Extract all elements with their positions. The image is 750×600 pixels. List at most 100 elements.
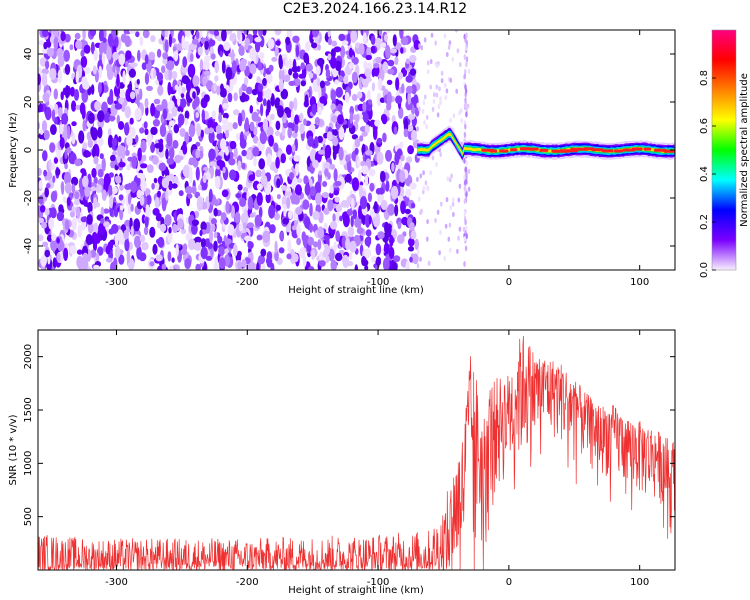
spectrogram-y-label: Frequency (Hz) [8, 112, 19, 188]
spectrogram-noise-cell [69, 210, 76, 218]
spectrogram-y-tick-label: 40 [23, 48, 34, 61]
spectrogram-noise-cell [395, 77, 400, 91]
spectrogram-noise-cell [56, 211, 65, 222]
spectrogram-noise-cell [118, 53, 126, 66]
spectrogram-noise-cell [288, 58, 293, 70]
spectrogram-noise-cell [369, 182, 375, 192]
spectrogram-noise-cell [296, 223, 301, 237]
spectrogram-noise-cell [200, 221, 207, 232]
spectrogram-x-tick-label: 100 [630, 277, 649, 288]
spectrogram-noise-cell [270, 262, 275, 270]
spectrogram-noise-cell [237, 112, 243, 127]
spectrogram-noise-cell [168, 120, 176, 127]
snr-x-tick-label: -100 [367, 577, 390, 588]
spectrogram-noise-cell [156, 72, 164, 82]
spectrogram-noise-cell [410, 202, 416, 209]
spectrogram-noise-cell [426, 219, 429, 225]
spectrogram-noise-cell [185, 30, 191, 38]
spectrogram-noise-cell [124, 183, 132, 190]
spectrogram-noise-cell [199, 229, 203, 237]
spectrogram-noise-cell [319, 96, 327, 104]
spectrogram-noise-cell [425, 114, 429, 120]
spectrogram-noise-cell [311, 103, 317, 115]
spectrogram-noise-cell [248, 261, 256, 270]
spectrogram-noise-cell [334, 196, 340, 203]
spectrogram-noise-cell [90, 41, 95, 55]
spectrogram-noise-cell [110, 261, 118, 270]
spectrogram-noise-cell [152, 119, 160, 127]
spectrogram-noise-cell [107, 241, 114, 250]
spectrogram-noise-cell [329, 163, 336, 170]
spectrogram-noise-cell [280, 153, 286, 164]
spectrogram-noise-cell [336, 210, 340, 223]
spectrogram-noise-cell [363, 112, 369, 123]
spectrogram-noise-cell [444, 223, 448, 229]
spectrogram-noise-cell [251, 111, 259, 122]
spectrogram-noise-cell [159, 138, 164, 145]
colorbar: 0.0 0.2 0.4 0.6 0.8 Normalized spectral ampl… [699, 29, 750, 278]
spectrogram-noise-cell [414, 238, 420, 251]
spectrogram-noise-cell [418, 196, 421, 202]
spectrogram-noise-cell [294, 163, 300, 176]
spectrogram-noise-cell [53, 36, 59, 51]
spectrogram-noise-cell [40, 254, 47, 267]
spectrogram-noise-cell [241, 162, 246, 170]
spectrogram-noise-cell [298, 73, 305, 79]
spectrogram-noise-cell [433, 92, 436, 98]
spectrogram-noise-cell [439, 229, 442, 235]
spectrogram-noise-cell [239, 138, 247, 149]
spectrogram-noise-cell [392, 34, 397, 47]
spectrogram-noise-cell [420, 45, 424, 51]
spectrogram-noise-cell [303, 52, 309, 64]
spectrogram-noise-cell [168, 67, 173, 81]
spectrogram-noise-cell [253, 156, 257, 167]
spectrogram-noise-cell [310, 124, 316, 131]
spectrogram-noise-cell [45, 60, 50, 70]
spectrogram-noise-cell [241, 149, 247, 157]
spectrogram-noise-cell [386, 79, 393, 85]
spectrogram-noise-cell [399, 30, 404, 39]
spectrogram-noise-cell [232, 109, 240, 116]
spectrogram-noise-cell [283, 208, 287, 218]
spectrogram-noise-cell [262, 230, 271, 243]
spectrogram-noise-cell [317, 239, 322, 251]
spectrogram-noise-cell [358, 184, 364, 199]
spectrogram-noise-cell [262, 118, 269, 132]
spectrogram-noise-cell [423, 120, 426, 125]
spectrogram-noise-cell [141, 62, 147, 70]
spectrogram-noise-cell [46, 47, 55, 57]
spectrogram-noise-cell [400, 154, 405, 162]
spectrogram-noise-cell [308, 266, 315, 270]
spectrogram-noise-cell [423, 94, 427, 100]
spectrogram-noise-cell [42, 150, 48, 162]
spectrogram-noise-cell [91, 167, 97, 178]
spectrogram-noise-cell [49, 35, 55, 44]
spectrogram-noise-cell [114, 245, 121, 259]
spectrogram-noise-cell [341, 40, 349, 46]
spectrogram-noise-cell [422, 170, 425, 176]
spectrogram-noise-cell [397, 72, 404, 80]
spectrogram-noise-cell [330, 115, 338, 123]
spectrogram-noise-cell [344, 92, 350, 103]
spectrogram-noise-cell [203, 94, 210, 103]
spectrogram-noise-cell [308, 72, 314, 79]
spectrogram-noise-cell [365, 229, 372, 237]
spectrogram-noise-cell [46, 183, 51, 189]
spectrogram-noise-cell [440, 201, 443, 207]
spectrogram-noise-cell [287, 126, 293, 139]
spectrogram-noise-cell [149, 261, 155, 267]
spectrogram-noise-cell [146, 164, 154, 174]
spectrogram-noise-cell [63, 247, 69, 261]
spectrogram-noise-cell [323, 161, 331, 171]
spectrogram-noise-cell [284, 191, 293, 197]
spectrogram-noise-cell [39, 129, 44, 135]
spectrogram-noise-cell [211, 110, 217, 120]
spectrogram-noise-cell [364, 236, 372, 247]
spectrogram-noise-cell [419, 256, 422, 262]
spectrogram-noise-cell [152, 155, 159, 165]
spectrogram-noise-cell [165, 148, 169, 160]
spectrogram-noise-cell [149, 226, 156, 238]
spectrogram-noise-cell [85, 234, 93, 246]
spectrogram-noise-cell [249, 105, 254, 114]
spectrogram-noise-cell [162, 108, 168, 120]
